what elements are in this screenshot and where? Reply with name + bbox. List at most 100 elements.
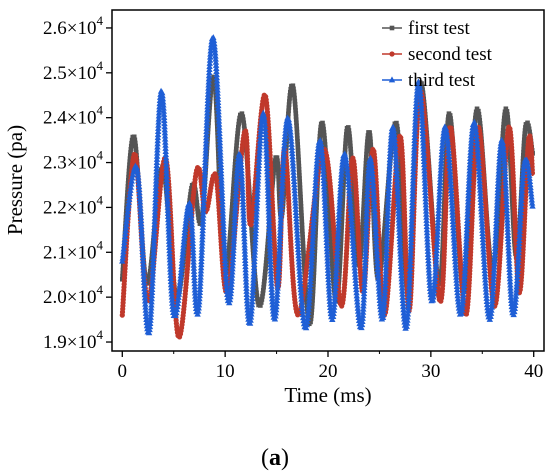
third-test-marker-1177 <box>373 253 381 260</box>
third-test-marker-1308 <box>398 272 405 279</box>
first-test-marker-368 <box>231 180 237 186</box>
third-test-marker-1385 <box>411 140 418 147</box>
third-test-marker-951 <box>323 229 330 236</box>
first-test-marker-894 <box>362 185 367 191</box>
first-test-marker-48 <box>132 137 138 143</box>
third-test-marker-1081 <box>354 298 361 305</box>
first-test-marker-972 <box>380 241 386 247</box>
first-test-marker-393 <box>241 117 246 123</box>
third-test-marker-1421 <box>419 127 426 134</box>
third-test-marker-288 <box>189 240 197 247</box>
first-test-marker-903 <box>363 157 369 163</box>
third-test-marker-416 <box>213 80 221 87</box>
third-test-marker-1748 <box>492 232 499 239</box>
third-test-marker-127 <box>152 202 159 209</box>
first-test-marker-664 <box>312 257 317 263</box>
third-test-marker-1008 <box>335 226 342 233</box>
third-test-marker-93 <box>147 307 155 314</box>
first-test-marker-52 <box>133 149 139 155</box>
third-test-marker-46 <box>137 207 144 214</box>
third-test-marker-302 <box>191 283 198 290</box>
third-test-marker-1043 <box>345 181 352 188</box>
third-test-marker-1161 <box>371 204 378 211</box>
third-test-marker-969 <box>325 285 333 292</box>
third-test-marker-1686 <box>478 208 485 215</box>
third-test-marker-1550 <box>447 174 454 181</box>
third-test-marker-1009 <box>335 223 342 230</box>
third-test-marker-1061 <box>349 236 357 243</box>
third-test-marker-1417 <box>418 114 426 121</box>
first-test-marker-1574 <box>527 129 532 135</box>
first-test-marker-601 <box>298 191 303 197</box>
third-test-marker-1359 <box>408 220 415 227</box>
third-test-marker-1167 <box>372 222 379 229</box>
first-test-marker-1343 <box>467 202 473 207</box>
first-test-marker-1479 <box>503 106 509 112</box>
third-test-marker-388 <box>205 72 213 79</box>
third-test-marker-1628 <box>464 207 471 214</box>
first-test-marker-975 <box>381 232 387 238</box>
third-test-marker-44 <box>137 201 144 208</box>
third-test-marker-716 <box>268 285 275 292</box>
third-test-marker-633 <box>254 189 261 196</box>
third-test-marker-985 <box>331 297 338 304</box>
first-test-marker-1013 <box>394 123 400 129</box>
third-test-marker-114 <box>150 242 158 249</box>
third-test-marker-953 <box>323 235 330 242</box>
first-test-marker-567 <box>291 86 296 92</box>
third-test-marker-631 <box>254 196 261 203</box>
first-test-marker-818 <box>343 141 348 146</box>
third-test-marker-455 <box>219 201 226 208</box>
third-test-marker-372 <box>203 121 210 128</box>
third-test-marker-94 <box>148 304 155 311</box>
third-test-marker-1429 <box>420 151 428 158</box>
third-test-marker-139 <box>153 165 160 172</box>
third-test-marker-1624 <box>463 220 471 227</box>
third-test-marker-155 <box>155 115 162 122</box>
third-test-marker-628 <box>253 205 260 212</box>
first-test-marker-510 <box>276 176 281 182</box>
third-test-marker-650 <box>257 137 264 144</box>
first-test-marker-586 <box>295 145 301 150</box>
third-test-marker-204 <box>164 209 172 216</box>
first-test-marker-461 <box>261 281 267 287</box>
first-test-marker-31 <box>125 180 131 186</box>
third-test-marker-517 <box>232 206 239 213</box>
third-test-marker-377 <box>204 106 211 113</box>
first-test-marker-666 <box>312 251 318 257</box>
third-test-marker-1145 <box>367 154 374 161</box>
third-test-marker-1157 <box>370 191 378 198</box>
third-test-marker-1818 <box>505 256 513 263</box>
third-test-marker-1786 <box>501 157 508 164</box>
third-test-marker-194 <box>163 178 171 185</box>
third-test-marker-1708 <box>482 276 489 283</box>
first-test-marker-1024 <box>397 157 403 163</box>
third-test-marker-1548 <box>446 168 454 175</box>
first-test-marker-649 <box>309 304 315 309</box>
third-test-marker-835 <box>295 249 302 256</box>
first-test-marker-341 <box>225 263 230 269</box>
third-test-marker-1155 <box>370 185 377 192</box>
third-test-marker-817 <box>291 193 299 200</box>
third-test-marker-1683 <box>477 199 485 206</box>
third-test-marker-558 <box>240 219 248 226</box>
third-test-marker-89 <box>147 320 154 327</box>
third-test-marker-1564 <box>449 217 457 224</box>
third-test-marker-1378 <box>410 161 417 168</box>
first-test-marker-1025 <box>397 160 403 166</box>
third-test-marker-1067 <box>350 255 358 262</box>
third-test-marker-1448 <box>423 210 430 217</box>
first-test-marker-806 <box>341 178 346 184</box>
third-test-marker-1366 <box>409 199 416 206</box>
third-test-marker-1678 <box>476 183 484 190</box>
third-test-marker-1265 <box>391 139 399 146</box>
third-test-marker-297 <box>190 267 198 274</box>
third-test-marker-488 <box>226 296 234 303</box>
third-test-marker-11 <box>122 223 130 230</box>
third-test-marker-336 <box>199 233 206 240</box>
third-test-marker-1039 <box>344 168 351 175</box>
third-test-marker-1251 <box>386 149 394 156</box>
third-test-marker-696 <box>266 223 273 230</box>
third-test-marker-259 <box>179 247 187 254</box>
